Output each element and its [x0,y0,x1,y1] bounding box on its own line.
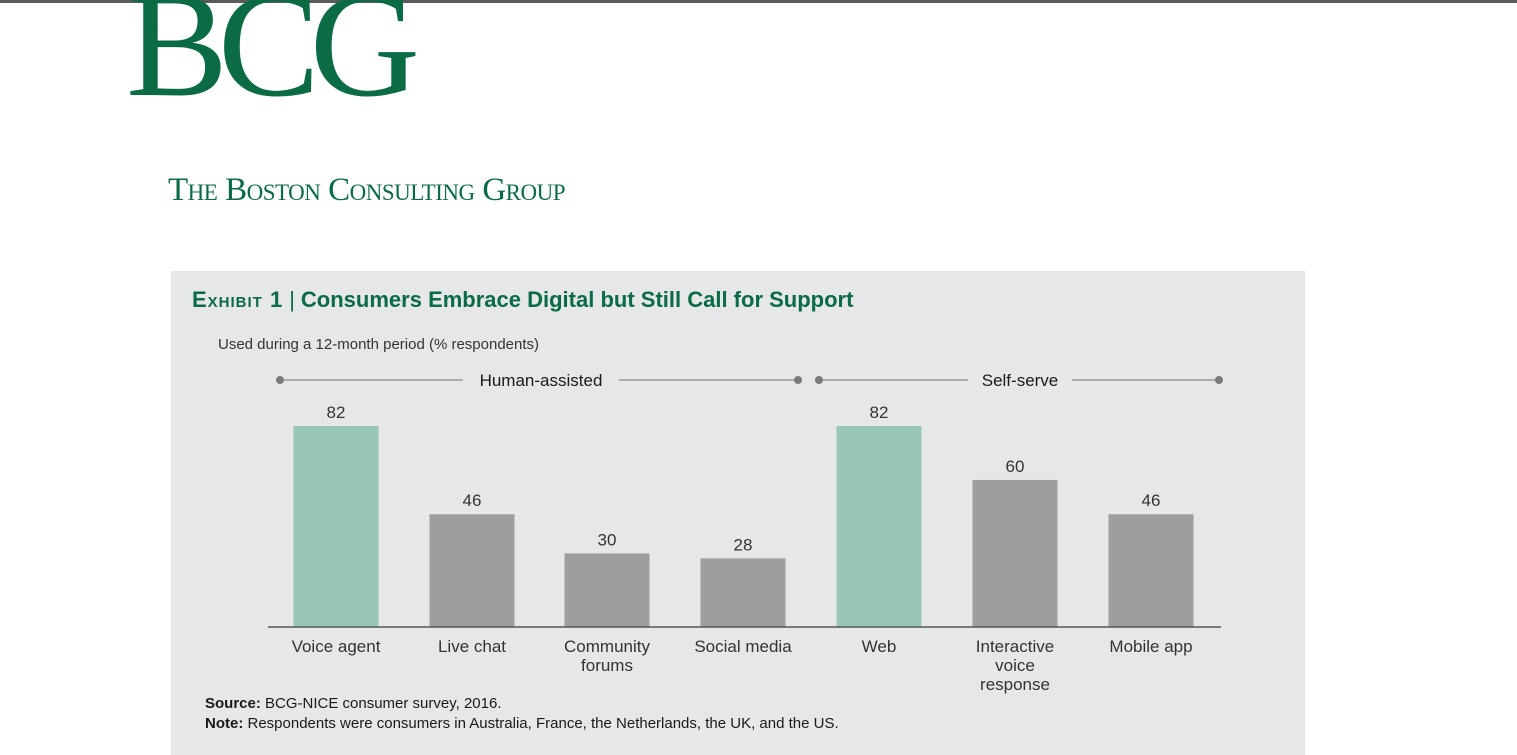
data-label: 82 [870,403,889,422]
bar [429,514,515,627]
top-border [0,0,1517,3]
category-label: response [980,675,1050,694]
group-bracket-dot [794,376,802,384]
category-label: Mobile app [1109,637,1192,656]
company-name: The Boston Consulting Group [168,172,566,208]
data-label: 28 [734,535,753,554]
group-bracket-dot [276,376,284,384]
source-text: BCG-NICE consumer survey, 2016. [260,695,502,712]
data-label: 46 [1142,491,1161,510]
note-line: Note: Respondents were consumers in Aust… [205,715,839,732]
source-line: Source: BCG-NICE consumer survey, 2016. [205,695,502,712]
note-label: Note: [205,715,244,732]
chart-subtitle: Used during a 12-month period (% respond… [218,336,540,353]
group-label-human-assisted: Human-assisted [480,371,603,390]
category-label: Live chat [438,637,506,656]
data-label: 30 [598,530,617,549]
bar [1108,514,1194,627]
category-label: voice [995,656,1035,675]
data-label: 60 [1006,457,1025,476]
source-label: Source: [205,695,261,712]
group-label-self-serve: Self-serve [982,371,1059,390]
category-label: forums [581,656,633,675]
note-text: Respondents were consumers in Australia,… [243,715,839,732]
bar [972,479,1058,627]
exhibit-panel: Exhibit 1 | Consumers Embrace Digital but … [171,271,1305,755]
exhibit-title-text: Consumers Embrace Digital but Still Call… [300,287,854,312]
exhibit-title: Exhibit 1 | Consumers Embrace Digital but … [192,287,853,313]
category-label: Voice agent [292,637,381,656]
category-label: Community [564,637,650,656]
bar-chart: Human-assisted Self-serve 82 Voice agent 46 L… [268,371,1223,694]
title-separator: | [289,287,295,312]
group-bracket-dot [1215,376,1223,384]
category-label: Web [862,637,897,656]
category-label: Social media [694,637,792,656]
exhibit-label: Exhibit 1 [192,287,284,312]
data-label: 82 [327,403,346,422]
bcg-logo: BCG [126,0,420,128]
data-label: 46 [463,491,482,510]
bar [564,553,650,627]
bar [836,426,922,627]
category-label: Interactive [976,637,1054,656]
bar [293,426,379,627]
bar [700,558,786,627]
group-bracket-dot [815,376,823,384]
